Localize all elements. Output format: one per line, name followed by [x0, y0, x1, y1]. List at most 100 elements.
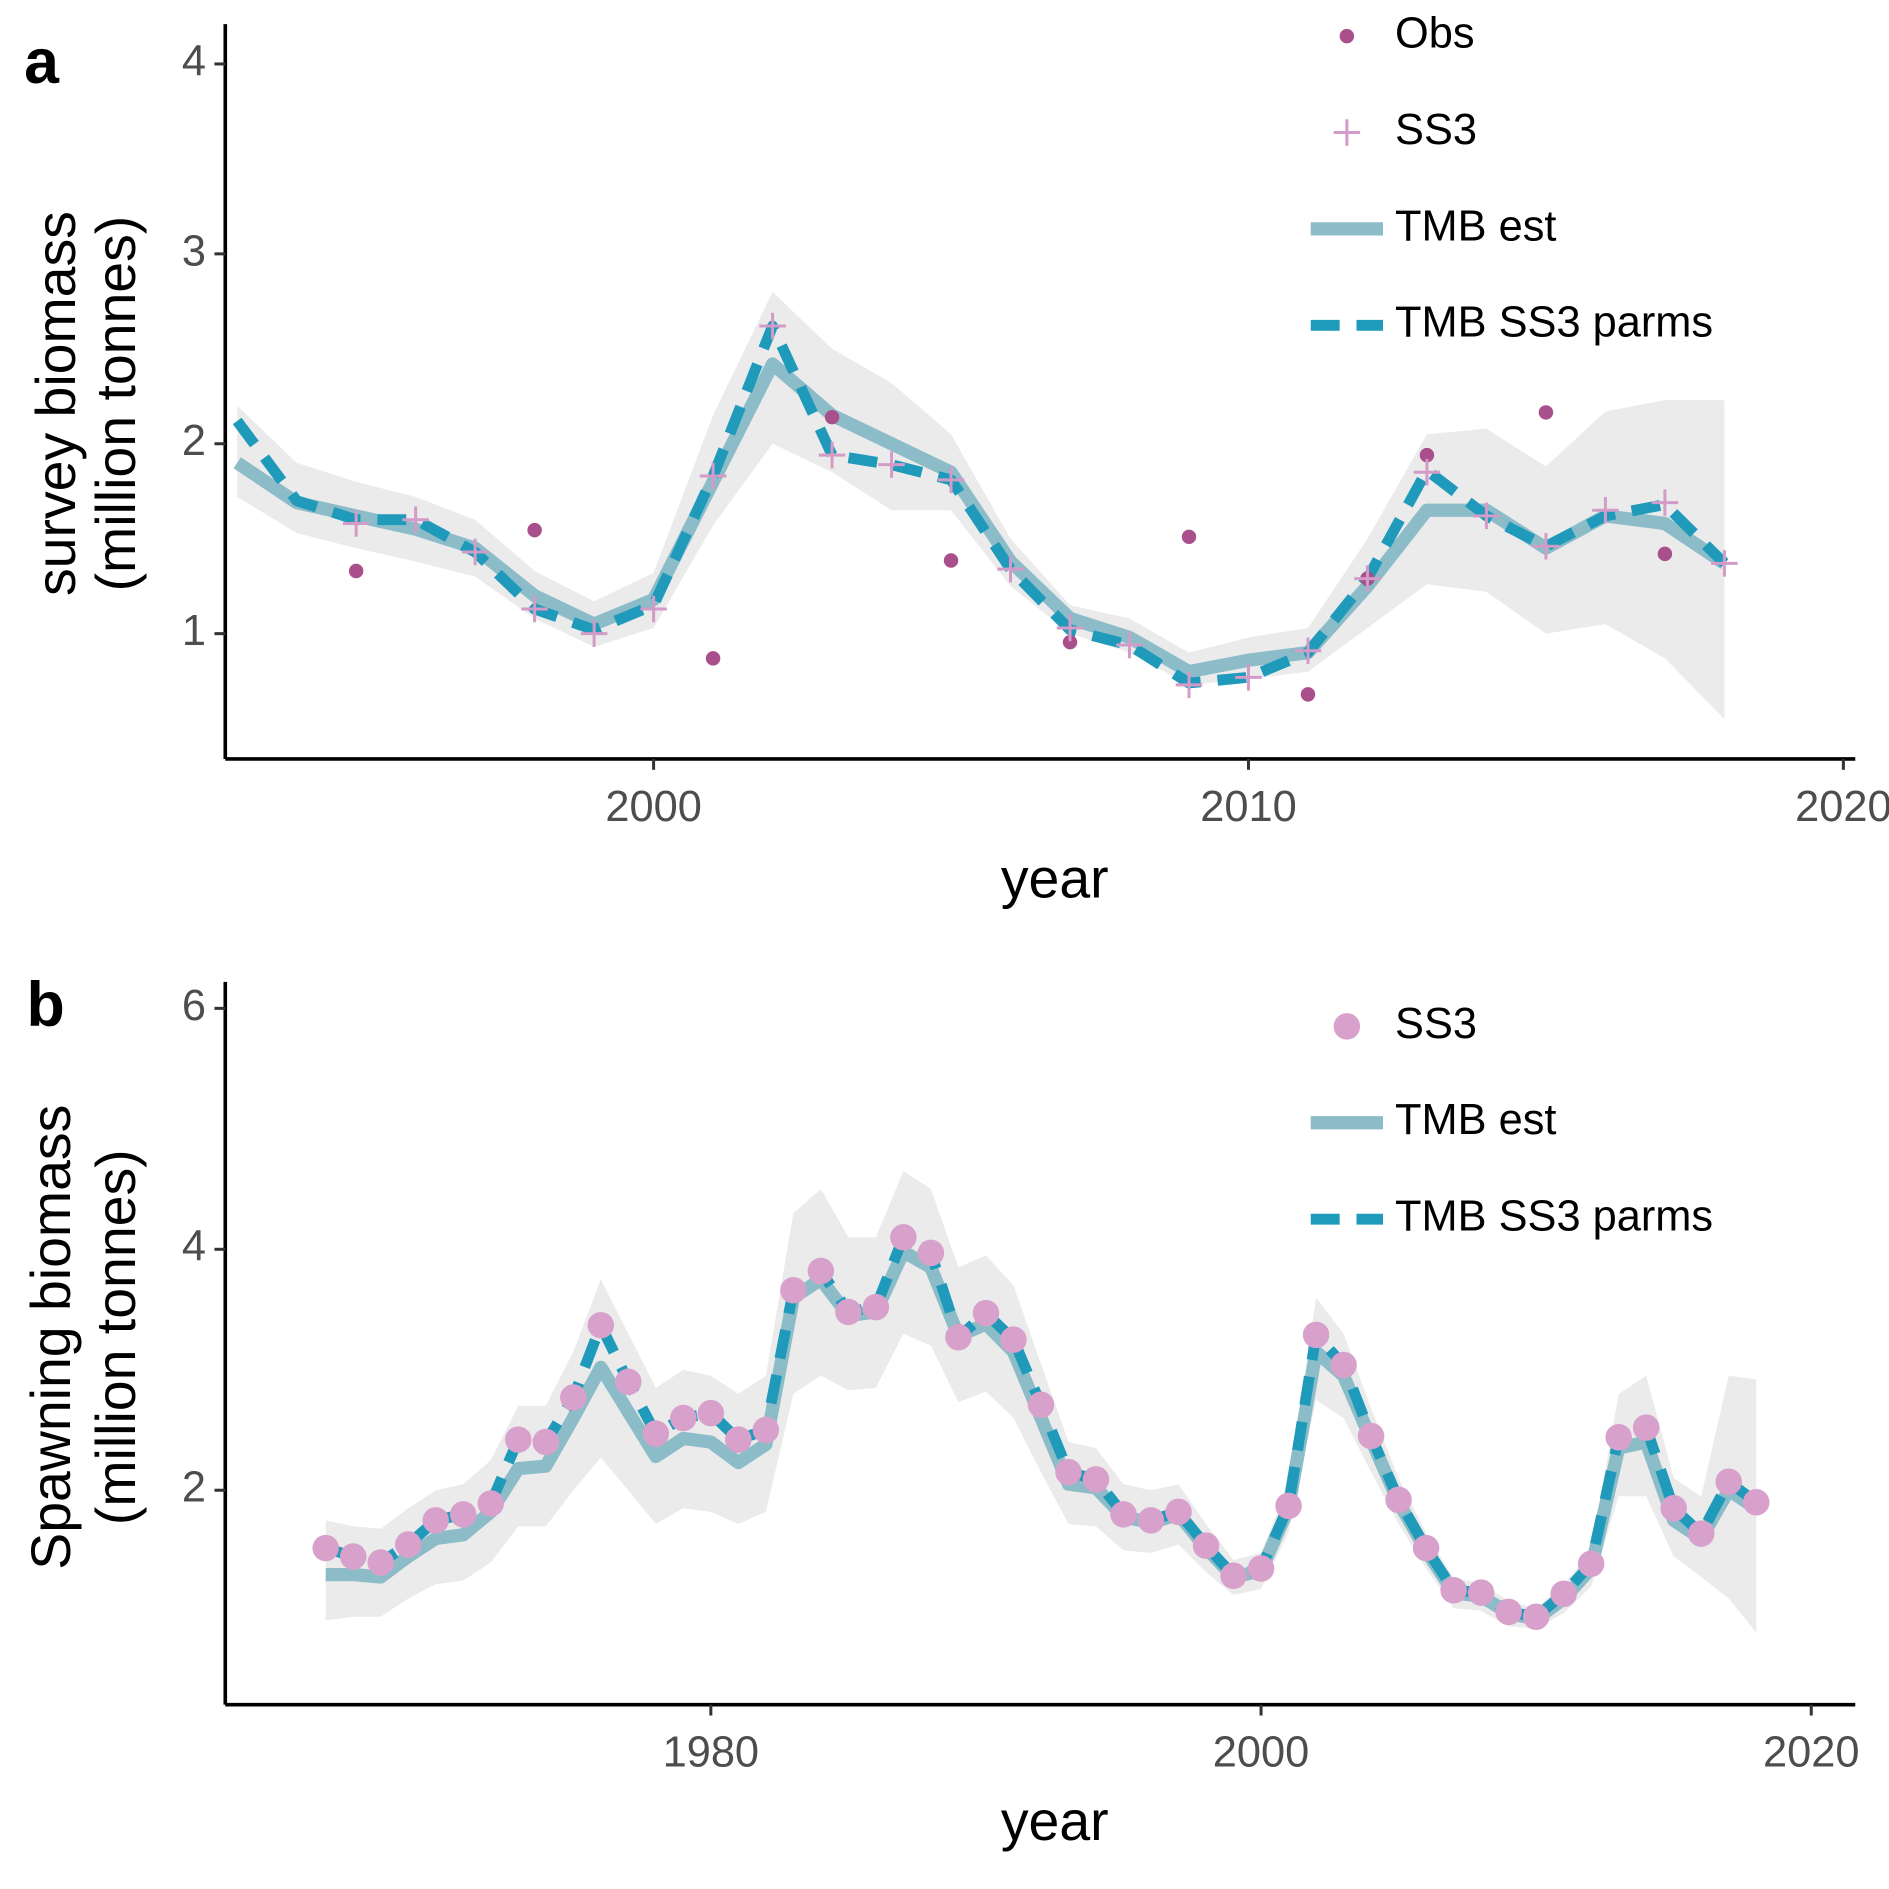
point — [532, 1428, 560, 1456]
y-tick-label: 2 — [182, 417, 206, 465]
plus-marker — [1532, 533, 1560, 560]
point — [1419, 447, 1435, 463]
legend-label: SS3 — [1395, 1000, 1477, 1048]
plus-marker — [1473, 502, 1500, 530]
plus-marker — [1651, 489, 1679, 516]
panel: 2 4 6 1980 2000 2020 year Spawning biomass (mill… — [20, 970, 1859, 1852]
point — [972, 1299, 1000, 1327]
plus-marker — [1175, 671, 1203, 699]
point — [1247, 1555, 1275, 1582]
point — [449, 1501, 477, 1528]
x-tick-label: 2010 — [1200, 783, 1296, 831]
legend-label: Obs — [1395, 10, 1475, 58]
y-tick-label: 3 — [182, 227, 206, 275]
legend-label: TMB SS3 parms — [1395, 1193, 1713, 1241]
point — [1495, 1598, 1522, 1626]
plus-marker — [997, 555, 1024, 583]
point — [367, 1549, 394, 1576]
plus-marker — [402, 506, 429, 533]
point — [1302, 1321, 1330, 1349]
plus-marker — [640, 595, 667, 623]
y-axis-title: (million tonnes) — [85, 1149, 147, 1525]
point — [1577, 1550, 1605, 1577]
plus-marker — [1354, 565, 1381, 592]
point — [1687, 1520, 1715, 1547]
point — [1440, 1576, 1467, 1604]
point — [312, 1534, 339, 1562]
point — [1538, 405, 1554, 420]
point — [917, 1239, 945, 1267]
point — [1181, 529, 1197, 545]
legend-key — [1339, 28, 1355, 44]
panel-label: a — [24, 27, 60, 97]
point — [348, 563, 364, 579]
point — [943, 553, 959, 568]
point — [752, 1416, 780, 1444]
point — [1550, 1580, 1577, 1608]
point — [642, 1420, 670, 1447]
plus-marker — [1294, 637, 1322, 664]
point — [1300, 687, 1316, 702]
point — [615, 1368, 642, 1396]
y-tick-label: 4 — [182, 37, 206, 85]
point — [1110, 1501, 1137, 1528]
y-tick-label: 4 — [182, 1223, 206, 1271]
y-axis-title: (million tonnes) — [85, 216, 147, 592]
point — [1742, 1489, 1770, 1516]
plus-marker — [759, 312, 786, 340]
plus-marker — [699, 462, 727, 490]
point — [1027, 1391, 1055, 1418]
plus-marker — [878, 451, 905, 478]
plus-marker — [818, 441, 846, 469]
plus-marker — [342, 510, 370, 537]
plus-marker — [1592, 496, 1619, 524]
x-axis-title: year — [1001, 848, 1109, 910]
x-tick-label: 2020 — [1795, 783, 1889, 831]
point — [1715, 1468, 1742, 1496]
point — [862, 1293, 890, 1321]
point — [807, 1257, 835, 1285]
y-tick-label: 6 — [182, 982, 206, 1030]
panel-label: b — [27, 970, 65, 1040]
y-axis-title: Spawning biomass — [20, 1105, 82, 1570]
plus-marker — [1116, 631, 1143, 659]
point — [1137, 1507, 1165, 1534]
point — [422, 1507, 449, 1534]
point — [1605, 1423, 1632, 1451]
plus-marker — [521, 595, 548, 623]
point — [339, 1543, 367, 1570]
point — [394, 1531, 422, 1558]
point — [1522, 1603, 1550, 1630]
x-tick-label: 2020 — [1763, 1729, 1859, 1777]
point — [1385, 1486, 1412, 1514]
legend: Obs SS3 TMB est TMB SS3 parms — [1310, 10, 1713, 347]
point — [835, 1298, 862, 1326]
y-axis-title: survey biomass — [25, 211, 87, 596]
point — [725, 1426, 752, 1453]
legend-label: TMB est — [1395, 1096, 1556, 1144]
y-tick-label: 1 — [182, 607, 206, 655]
x-axis-title: year — [1001, 1790, 1109, 1852]
point — [780, 1277, 807, 1304]
point — [1330, 1351, 1357, 1379]
point — [1000, 1326, 1027, 1353]
legend-label: TMB SS3 parms — [1395, 299, 1713, 347]
point — [697, 1399, 725, 1427]
plus-marker — [1056, 614, 1084, 642]
plus-marker — [1235, 664, 1262, 691]
point — [890, 1223, 917, 1251]
legend-label: SS3 — [1395, 106, 1477, 154]
point — [1165, 1498, 1192, 1526]
plus-marker — [1711, 550, 1738, 577]
plus-marker — [1413, 458, 1441, 486]
point — [1220, 1562, 1247, 1590]
point — [1275, 1492, 1302, 1520]
point — [1192, 1532, 1220, 1559]
legend-key — [1333, 119, 1361, 146]
y-tick-label: 2 — [182, 1464, 206, 1512]
plus-marker — [461, 538, 489, 566]
point — [560, 1384, 587, 1411]
point — [824, 409, 840, 425]
